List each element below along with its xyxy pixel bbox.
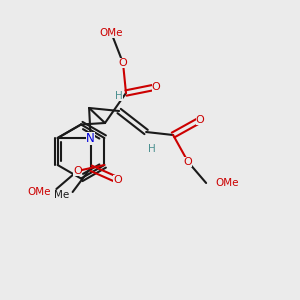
Text: N: N	[86, 131, 95, 145]
Text: O: O	[152, 82, 160, 92]
Text: O: O	[113, 175, 122, 185]
Text: H: H	[148, 143, 156, 154]
Text: OMe: OMe	[99, 28, 123, 38]
Text: O: O	[118, 58, 127, 68]
Text: O: O	[196, 115, 205, 125]
Text: Me: Me	[54, 190, 70, 200]
Text: O: O	[184, 157, 193, 167]
Text: H: H	[115, 91, 123, 101]
Text: O: O	[73, 166, 82, 176]
Text: OMe: OMe	[215, 178, 238, 188]
Text: OMe: OMe	[27, 187, 50, 197]
